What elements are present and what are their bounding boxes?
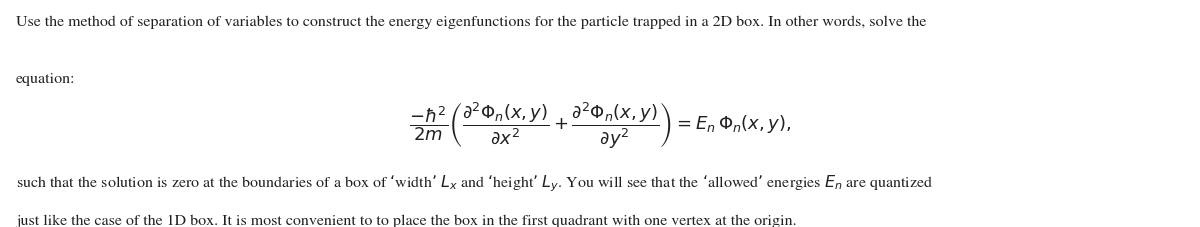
Text: just like the case of the 1D box. It is most convenient to to place the box in t: just like the case of the 1D box. It is … (16, 213, 797, 227)
Text: Use the method of separation of variables to construct the energy eigenfunctions: Use the method of separation of variable… (16, 16, 926, 29)
Text: such that the solution is zero at the boundaries of a box of ‘width’ $L_x$ and ‘: such that the solution is zero at the bo… (16, 173, 932, 193)
Text: $\dfrac{-\hbar^2}{2m}\left(\dfrac{\partial^2 \Phi_n(x, y)}{\partial x^2} + \dfra: $\dfrac{-\hbar^2}{2m}\left(\dfrac{\parti… (409, 100, 791, 150)
Text: equation:: equation: (16, 73, 76, 86)
